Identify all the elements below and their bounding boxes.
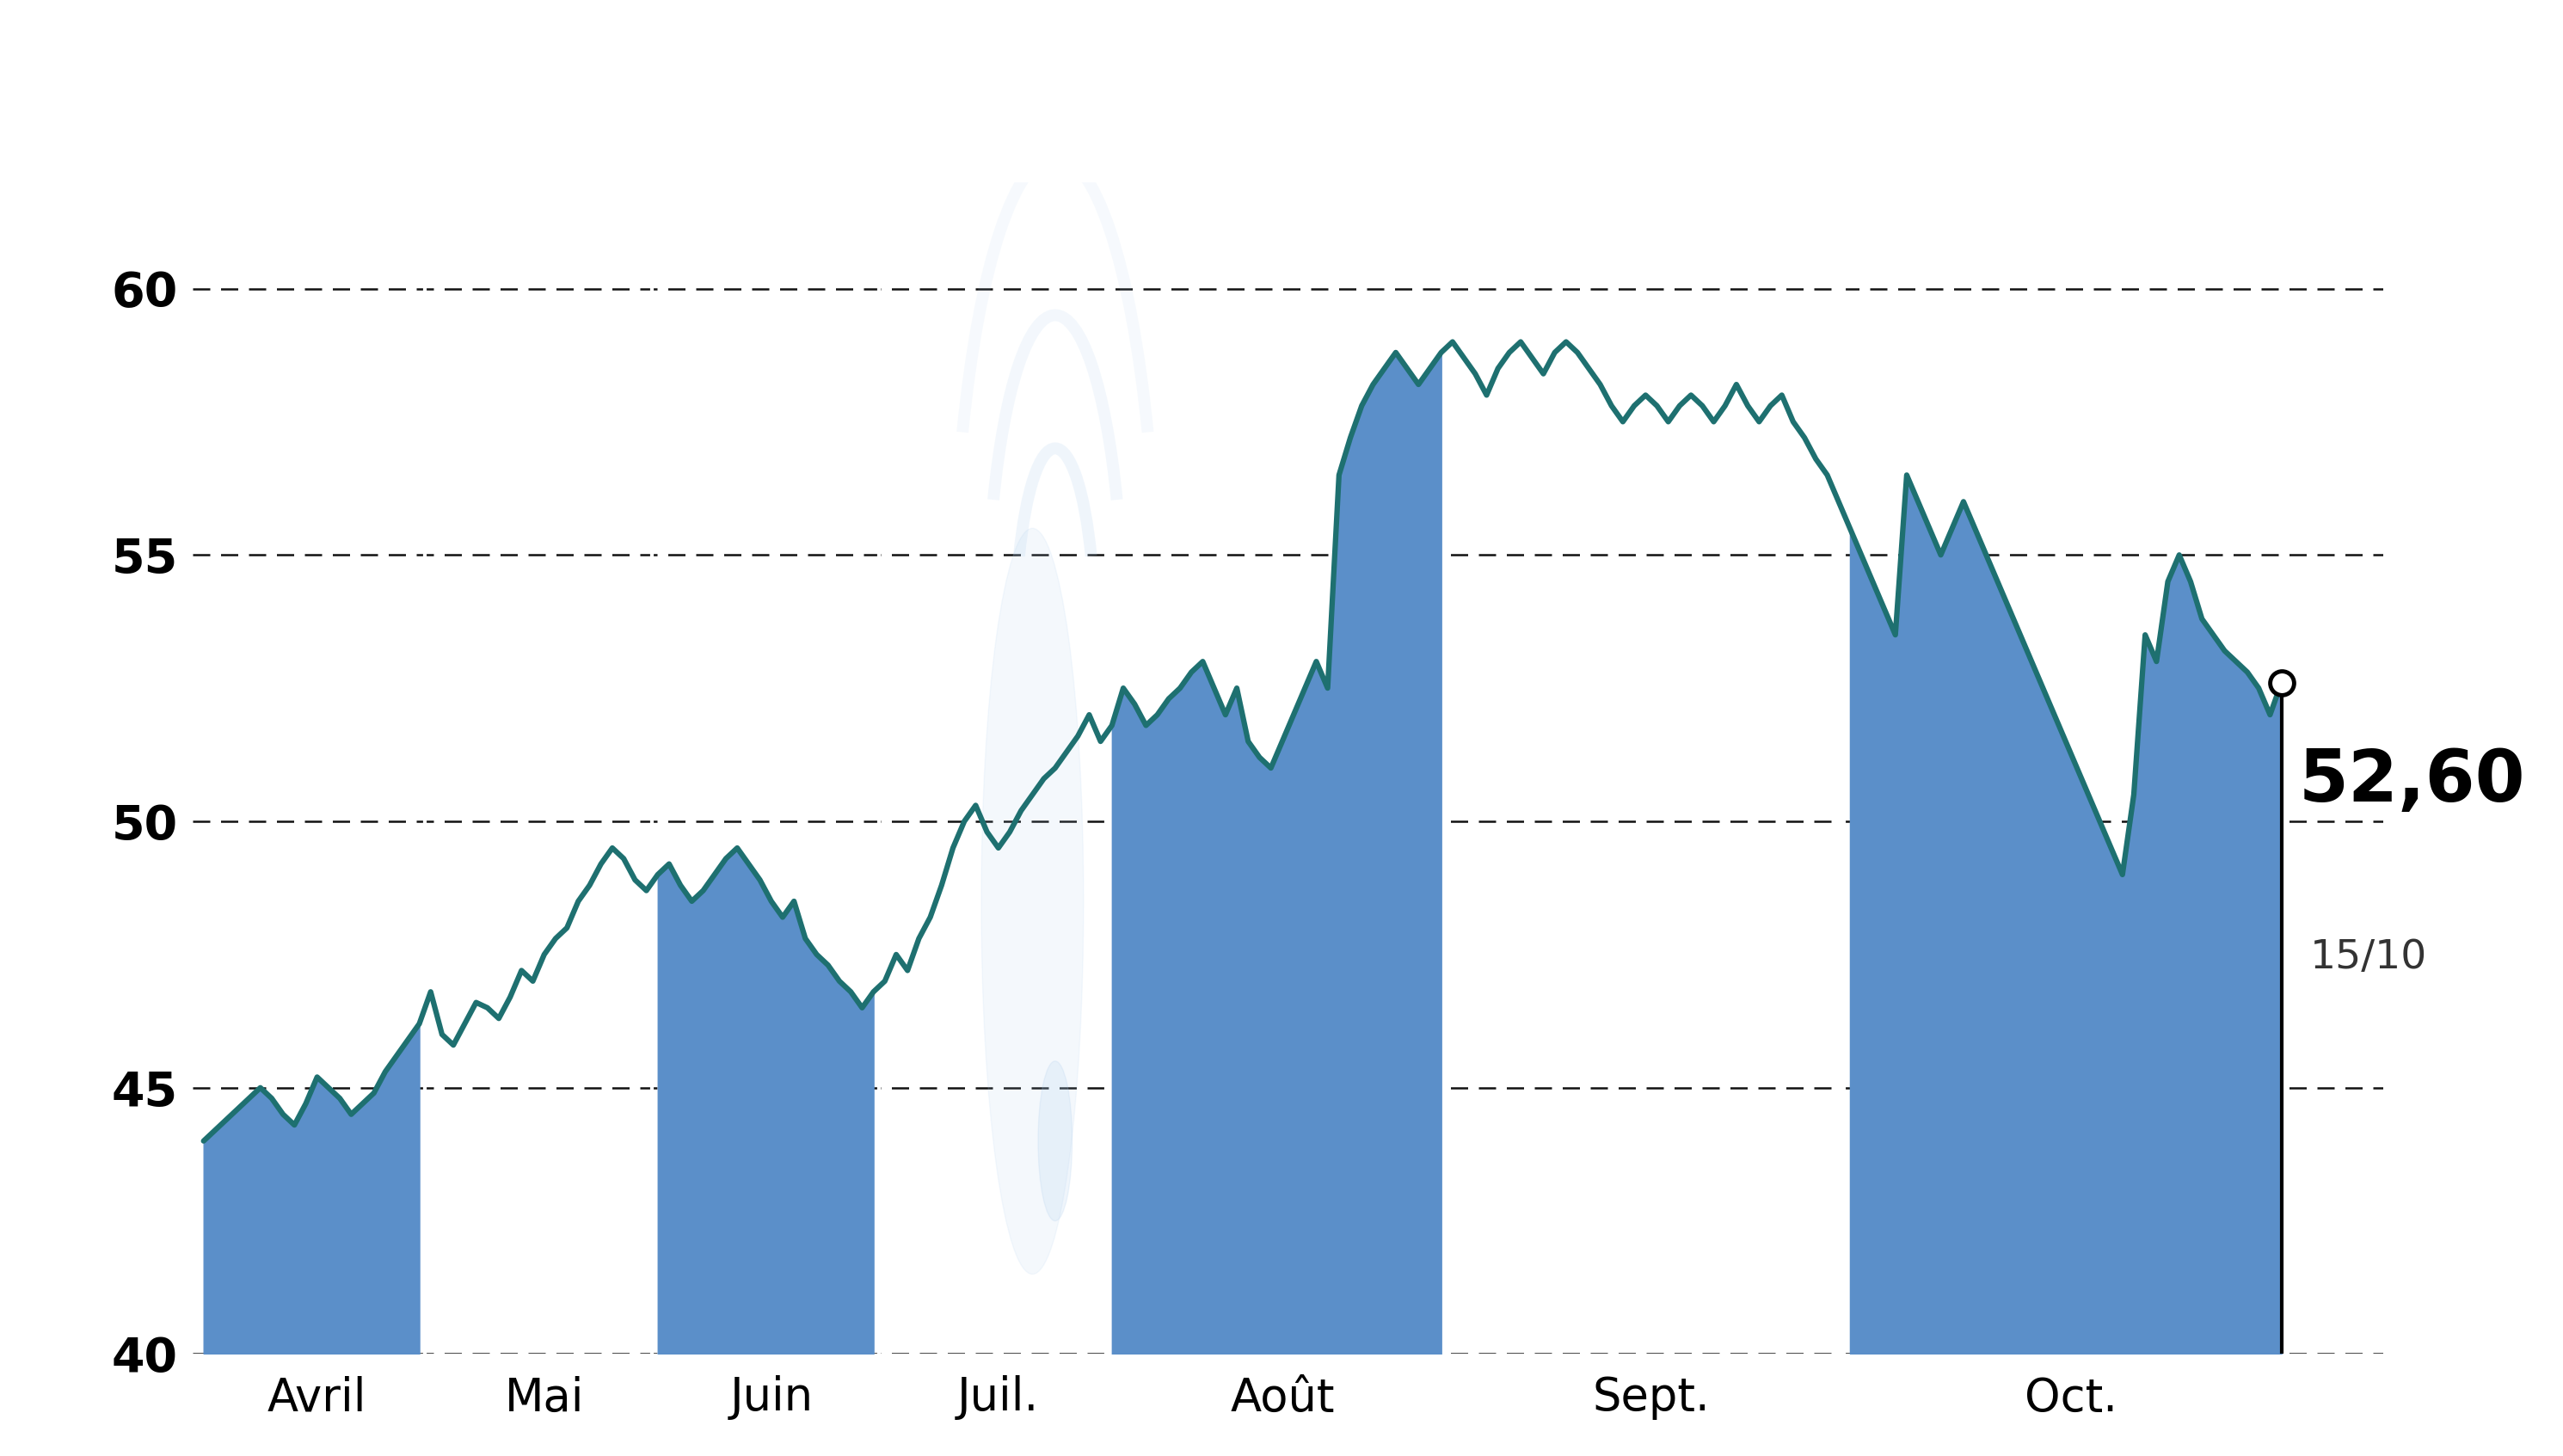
Ellipse shape (982, 529, 1084, 1274)
Text: 52,60: 52,60 (2299, 747, 2525, 817)
Circle shape (1038, 1061, 1071, 1222)
Text: 15/10: 15/10 (2309, 939, 2427, 977)
Text: SNP Schneider-Neureither & Partner SE: SNP Schneider-Neureither & Partner SE (238, 36, 2325, 127)
